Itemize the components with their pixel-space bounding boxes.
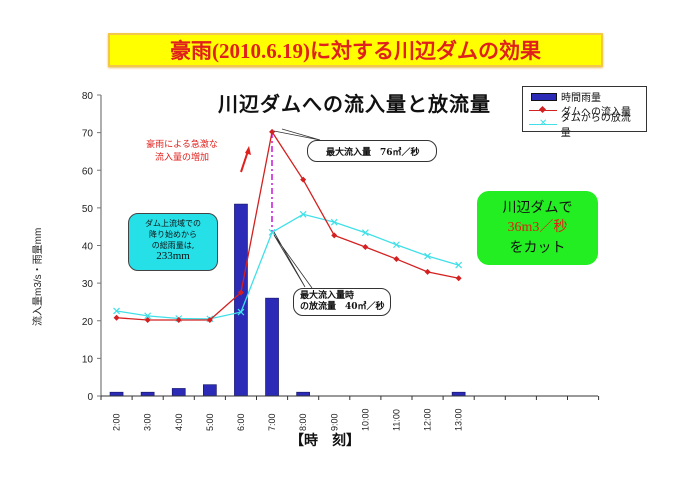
diamond-marker-icon bbox=[362, 244, 369, 251]
rainfall-bar bbox=[171, 388, 186, 397]
banner-title: 豪雨(2010.6.19)に対する川辺ダムの効果 bbox=[170, 39, 541, 63]
y-tick-label: 80 bbox=[82, 91, 94, 102]
x-tick-label: 7:00 bbox=[267, 413, 277, 431]
title-banner: 豪雨(2010.6.19)に対する川辺ダムの効果 bbox=[108, 33, 603, 67]
peak-inflow-callout: 最大流入量 76㎥／秒 bbox=[307, 140, 437, 162]
y-tick-label: 40 bbox=[82, 242, 94, 253]
cut-effect-note: 川辺ダムで 36m3／秒 をカット bbox=[477, 191, 598, 265]
rainfall-bar bbox=[265, 297, 279, 397]
x-marker-icon bbox=[237, 308, 245, 316]
y-tick-label: 70 bbox=[82, 129, 94, 140]
x-line-icon: ✕ bbox=[529, 118, 557, 129]
x-marker-icon bbox=[330, 218, 338, 226]
svg-text:流入量m3/s・雨量mm: 流入量m3/s・雨量mm bbox=[31, 228, 44, 326]
x-marker-icon bbox=[455, 261, 463, 269]
peak-outflow-callout-pointer bbox=[273, 231, 313, 289]
y-tick-label: 50 bbox=[82, 204, 94, 215]
y-tick-label: 60 bbox=[82, 166, 94, 177]
x-tick-label: 10:00 bbox=[360, 408, 370, 431]
rainfall-bar bbox=[109, 391, 124, 397]
x-marker-icon bbox=[113, 307, 120, 315]
x-tick-label: 11:00 bbox=[391, 409, 401, 431]
y-tick-label: 10 bbox=[82, 354, 94, 365]
diamond-marker-icon bbox=[206, 316, 213, 323]
diamond-marker-icon bbox=[331, 232, 338, 239]
x-marker-icon bbox=[299, 210, 307, 218]
diamond-marker-icon bbox=[113, 314, 120, 321]
x-marker-icon bbox=[268, 228, 276, 236]
x-tick-label: 12:00 bbox=[423, 408, 433, 431]
surge-arrow-icon bbox=[240, 150, 249, 173]
surge-annotation: 豪雨による急激な 流入量の増加 bbox=[146, 140, 218, 163]
legend-item-outflow: ✕ ダムからの放流量 bbox=[529, 113, 640, 139]
x-marker-icon bbox=[393, 241, 400, 249]
diamond-marker-icon bbox=[455, 275, 462, 282]
x-tick-label: 9:00 bbox=[329, 413, 339, 431]
diamond-marker-icon bbox=[175, 316, 182, 323]
x-tick-label: 4:00 bbox=[174, 413, 184, 431]
surge-arrowhead-icon bbox=[245, 146, 251, 155]
x-tick-label: 8:00 bbox=[298, 413, 308, 431]
series-lines bbox=[113, 128, 463, 323]
legend-item-rainfall: 時間雨量 bbox=[529, 89, 640, 104]
legend-item-inflow: ダムへの流入量 bbox=[529, 103, 640, 118]
diamond-marker-icon bbox=[300, 176, 307, 183]
chart-title: 川辺ダムへの流入量と放流量 bbox=[218, 92, 491, 116]
inflow-line bbox=[116, 130, 459, 321]
total-rainfall-note: ダム上流域での 降り始めから の総雨量は, 233mm bbox=[128, 213, 218, 271]
y-tick-label: 30 bbox=[82, 279, 94, 290]
x-tick-label: 3:00 bbox=[143, 413, 153, 431]
y-axis-ticks: 0 10 20 30 40 50 60 70 80 bbox=[82, 91, 101, 403]
diamond-marker-icon bbox=[393, 256, 400, 263]
x-tick-label: 6:00 bbox=[236, 413, 246, 431]
rainfall-bar bbox=[451, 391, 466, 397]
y-axis-label: 流入量m3/s・雨量mm bbox=[31, 228, 44, 326]
rainfall-bar bbox=[296, 391, 310, 397]
bar-swatch-icon bbox=[529, 91, 557, 101]
diamond-marker-icon bbox=[237, 289, 244, 296]
diamond-marker-icon bbox=[144, 316, 151, 323]
rainfall-bar bbox=[203, 384, 217, 397]
diamond-marker-icon bbox=[269, 128, 276, 135]
x-marker-icon bbox=[144, 312, 152, 320]
x-tick-label: 13:00 bbox=[454, 408, 464, 431]
x-marker-icon bbox=[424, 252, 431, 260]
y-tick-label: 0 bbox=[87, 392, 93, 403]
x-axis-ticks: 2:00 3:00 4:00 5:00 6:00 7:00 8:00 9:00 10:00 11:… bbox=[100, 396, 600, 431]
x-tick-label: 5:00 bbox=[205, 413, 215, 431]
y-tick-label: 20 bbox=[82, 317, 94, 328]
x-tick-label: 2:00 bbox=[112, 413, 122, 431]
peak-inflow-callout-pointer bbox=[273, 128, 321, 141]
chart-legend: 時間雨量 ダムへの流入量 ✕ ダムからの放流量 bbox=[522, 86, 647, 139]
rainfall-bars bbox=[109, 203, 466, 397]
diamond-marker-icon bbox=[424, 268, 431, 275]
diamond-line-icon bbox=[529, 105, 557, 115]
rainfall-bar bbox=[140, 391, 155, 397]
x-axis-label: 【時 刻】 bbox=[290, 433, 360, 449]
x-marker-icon bbox=[361, 229, 369, 237]
peak-outflow-callout: 最大流入量時 の放流量 40㎥／秒 bbox=[293, 288, 391, 316]
outflow-line bbox=[116, 213, 459, 320]
